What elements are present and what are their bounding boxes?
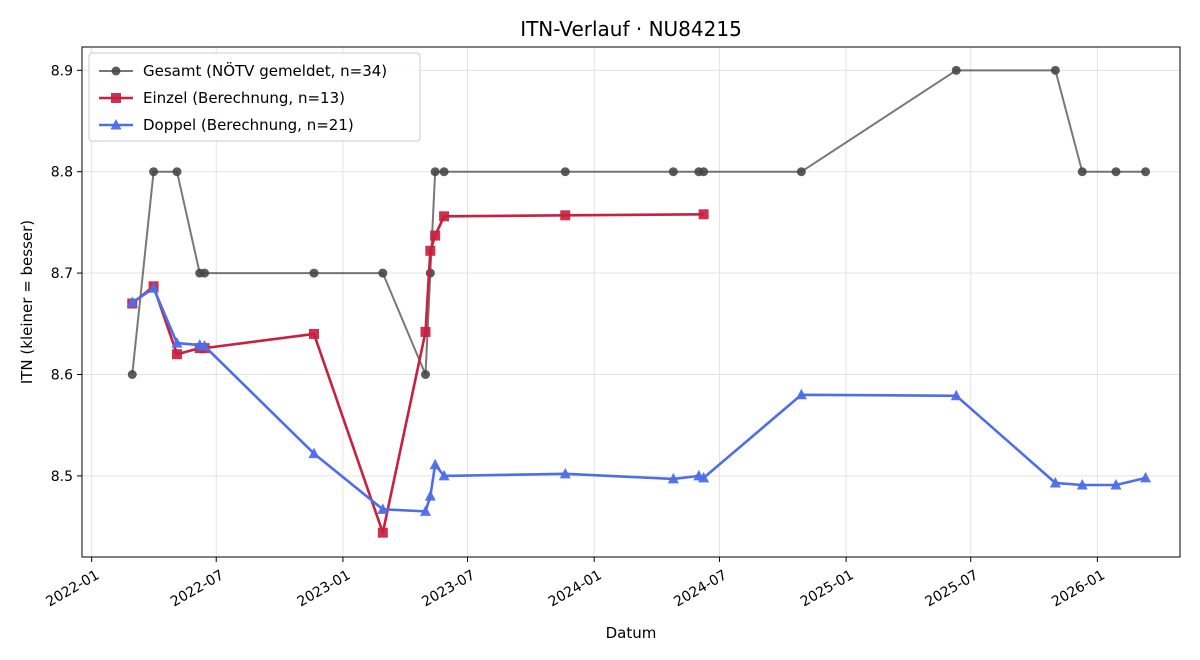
data-point (1050, 65, 1060, 75)
legend-item: Gesamt (NÖTV gemeldet, n=34) (99, 61, 387, 80)
data-point (796, 167, 806, 177)
y-axis-title: ITN (kleiner = besser) (18, 220, 36, 384)
data-point (667, 472, 679, 484)
data-point (559, 467, 571, 479)
data-point (171, 349, 182, 360)
legend-swatch-marker (110, 119, 122, 130)
data-point (308, 447, 320, 459)
plot-frame (81, 46, 1181, 558)
data-point (309, 268, 319, 278)
axis-ticks: 2022-01 2022-07 2023-01 2023-07 2024-01 2024-… (43, 63, 1107, 610)
x-tick-label: 2022-07 (168, 567, 227, 610)
data-point (439, 167, 449, 177)
data-point (430, 167, 440, 177)
data-point (1076, 479, 1088, 490)
data-point (1140, 471, 1152, 483)
data-point (1111, 167, 1121, 177)
legend-swatch-marker (111, 66, 121, 76)
data-point (308, 328, 319, 339)
data-point (378, 268, 388, 278)
legend: Gesamt (NÖTV gemeldet, n=34) Einzel (Bere… (88, 52, 421, 142)
series-line (131, 287, 1146, 513)
data-point (439, 211, 450, 222)
data-point (424, 490, 436, 501)
y-tick-label: 8.6 (51, 367, 73, 383)
series-3 (126, 282, 1152, 516)
data-point (127, 369, 137, 379)
data-point (429, 458, 441, 470)
x-tick-label: 2022-01 (43, 567, 102, 610)
y-tick-label: 8.9 (51, 63, 73, 79)
data-point (699, 167, 709, 177)
y-tick-label: 8.8 (51, 165, 73, 181)
data-point (430, 230, 441, 241)
data-point (425, 245, 436, 256)
x-tick-label: 2025-07 (922, 567, 981, 610)
data-point (560, 210, 571, 221)
data-point (126, 296, 138, 308)
legend-frame (88, 52, 421, 142)
legend-label: Einzel (Berechnung, n=13) (143, 89, 345, 107)
data-point (1141, 167, 1151, 177)
legend-item: Doppel (Berechnung, n=21) (99, 116, 354, 134)
data-point (377, 503, 389, 514)
data-point (438, 469, 450, 481)
x-tick-label: 2025-01 (798, 567, 857, 610)
x-tick-label: 2023-07 (419, 567, 478, 610)
chart-title: ITN-Verlauf · NU84215 (520, 17, 742, 41)
legend-item: Einzel (Berechnung, n=13) (99, 89, 345, 107)
data-point (420, 505, 432, 516)
data-point (1077, 167, 1087, 177)
data-point (698, 209, 709, 220)
series-2 (127, 209, 709, 538)
x-axis-title: Datum (606, 624, 657, 642)
data-point (148, 282, 160, 293)
data-point (172, 167, 182, 177)
data-point (1049, 476, 1061, 488)
series-1 (127, 65, 1151, 379)
series-line (131, 213, 704, 534)
data-point (951, 65, 961, 75)
data-point (149, 167, 159, 177)
x-tick-label: 2026-01 (1049, 567, 1108, 610)
data-point (377, 527, 388, 538)
data-point (698, 471, 710, 483)
data-point (200, 268, 210, 278)
data-point (1110, 479, 1122, 490)
data-point (950, 389, 962, 401)
legend-label: Gesamt (NÖTV gemeldet, n=34) (143, 61, 387, 80)
x-tick-label: 2024-07 (671, 567, 730, 610)
data-point (171, 337, 183, 348)
series-layer (126, 65, 1152, 538)
x-tick-label: 2024-01 (546, 567, 605, 610)
data-point (421, 369, 431, 379)
legend-label: Doppel (Berechnung, n=21) (143, 116, 354, 134)
x-tick-label: 2023-01 (295, 567, 354, 610)
data-point (668, 167, 678, 177)
y-tick-label: 8.5 (51, 469, 73, 485)
y-tick-label: 8.7 (51, 266, 73, 282)
data-point (420, 326, 431, 337)
legend-swatch-marker (111, 93, 121, 103)
data-point (199, 340, 211, 351)
data-point (795, 388, 807, 400)
data-point (560, 167, 570, 177)
